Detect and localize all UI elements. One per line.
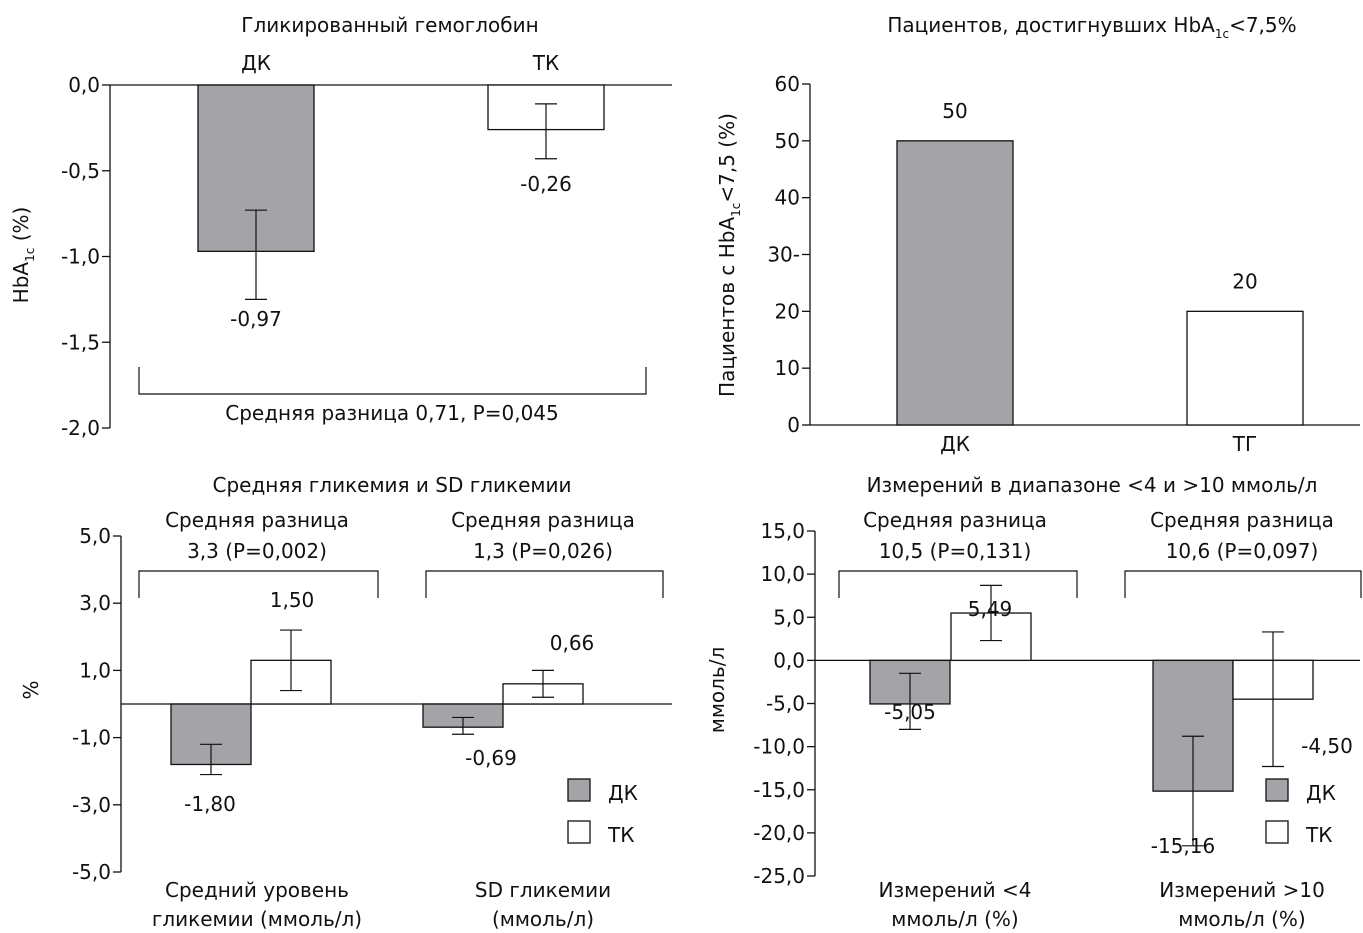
panel-c-legend-label: ДК bbox=[608, 781, 638, 805]
panel-c-y-tick-label: -3,0 bbox=[72, 793, 111, 817]
panel-b-y-tick-label: 0 bbox=[787, 413, 800, 437]
panel-a-y-label: HbA1c (%) bbox=[9, 207, 37, 304]
panel-c-diff-value: 3,3 (P=0,002) bbox=[187, 539, 327, 563]
panel-c-legend-label: ТК bbox=[607, 823, 634, 847]
panel-c-bracket bbox=[138, 570, 379, 598]
panel-a-y-tick-label: -1,0 bbox=[61, 245, 100, 269]
panel-b-y-tick-label: 40 bbox=[775, 186, 800, 210]
panel-a-y-tick-label: -2,0 bbox=[61, 416, 100, 440]
panel-c-group-label: Средний уровень bbox=[165, 878, 349, 902]
panel-a-category-label: ДК bbox=[241, 51, 271, 75]
panel-b-bar-tg bbox=[1186, 310, 1304, 426]
panel-c-group-label: гликемии (ммоль/л) bbox=[152, 907, 362, 931]
panel-c-y-tick-label: 3,0 bbox=[79, 591, 111, 615]
panel-b-category-label: ТГ bbox=[1232, 432, 1257, 456]
panel-b-y-tick-label: 30- bbox=[767, 243, 800, 267]
panel-d-group-label: ммоль/л (%) bbox=[891, 907, 1018, 931]
panel-c-diff-label: Средняя разница bbox=[451, 508, 635, 532]
panel-a-annotation: Средняя разница 0,71, P=0,045 bbox=[225, 401, 559, 425]
panel-a-title: Гликированный гемоглобин bbox=[241, 13, 538, 37]
panel-d-y-label: ммоль/л bbox=[705, 647, 729, 734]
panel-a-y-tick-label: -1,5 bbox=[61, 330, 100, 354]
panel-a-value-label: -0,26 bbox=[520, 172, 572, 196]
panel-d-value-label: 5,49 bbox=[968, 597, 1013, 621]
panel-d-y-tick-label: -5,0 bbox=[766, 692, 805, 716]
panel-c-y-label: % bbox=[19, 680, 43, 699]
panel-c-y-tick-label: -1,0 bbox=[72, 726, 111, 750]
panel-c-y-tick-label: 5,0 bbox=[79, 524, 111, 548]
panel-c-diff-value: 1,3 (P=0,026) bbox=[473, 539, 613, 563]
panel-d-y-tick-label: -25,0 bbox=[753, 864, 805, 888]
panel-d-y-tick-label: 0,0 bbox=[773, 648, 805, 672]
panel-b-y-label: Пациентов с HbA1c<7,5 (%) bbox=[715, 113, 743, 397]
panel-c-value-label: -1,80 bbox=[184, 792, 236, 816]
panel-d-legend-swatch-tk bbox=[1265, 820, 1289, 844]
panel-c-value-label: 0,66 bbox=[550, 631, 595, 655]
panel-d-group-label: ммоль/л (%) bbox=[1178, 907, 1305, 931]
panel-b-title: Пациентов, достигнувших HbA1c<7,5% bbox=[887, 13, 1296, 41]
panel-d-value-label: -5,05 bbox=[884, 700, 936, 724]
panel-b-y-tick-label: 60 bbox=[775, 72, 800, 96]
panel-d-legend-label: ТК bbox=[1305, 823, 1332, 847]
panel-c-group-label: SD гликемии bbox=[475, 878, 611, 902]
panel-c-value-label: -0,69 bbox=[465, 746, 517, 770]
panel-c-bracket bbox=[425, 570, 664, 598]
panel-d-title: Измерений в диапазоне <4 и >10 ммоль/л bbox=[867, 473, 1318, 497]
panel-c-group-label: (ммоль/л) bbox=[492, 907, 594, 931]
panel-d-diff-value: 10,6 (P=0,097) bbox=[1166, 539, 1319, 563]
panel-c-y-tick-label: 1,0 bbox=[79, 658, 111, 682]
panel-c-diff-label: Средняя разница bbox=[165, 508, 349, 532]
panel-d-y-tick-label: -15,0 bbox=[753, 778, 805, 802]
panel-b-y-tick-label: 10 bbox=[775, 356, 800, 380]
panel-d-value-label: -4,50 bbox=[1301, 734, 1353, 758]
panel-b-value-label: 50 bbox=[942, 99, 967, 123]
panel-d-y-tick-label: 5,0 bbox=[773, 605, 805, 629]
panel-b-y-tick-label: 20 bbox=[775, 299, 800, 323]
panel-b-category-label: ДК bbox=[940, 432, 970, 456]
panel-d-y-tick-label: 15,0 bbox=[760, 519, 805, 543]
panel-b-y-tick-label: 50 bbox=[775, 129, 800, 153]
panel-d-group-label: Измерений >10 bbox=[1159, 878, 1325, 902]
panel-a-category-label: ТК bbox=[532, 51, 559, 75]
panel-a-value-label: -0,97 bbox=[230, 307, 282, 331]
panel-d-value-label: -15,16 bbox=[1151, 834, 1215, 858]
panel-d-bracket bbox=[1124, 570, 1362, 598]
panel-b-value-label: 20 bbox=[1232, 269, 1257, 293]
panel-d-diff-label: Средняя разница bbox=[863, 508, 1047, 532]
panel-d-bracket bbox=[838, 570, 1078, 598]
panel-c-title: Средняя гликемия и SD гликемии bbox=[212, 473, 571, 497]
panel-c-value-label: 1,50 bbox=[270, 588, 315, 612]
panel-c-legend-swatch-dk bbox=[567, 778, 591, 802]
panel-d-group-label: Измерений <4 bbox=[879, 878, 1032, 902]
panel-d-y-tick-label: 10,0 bbox=[760, 562, 805, 586]
panel-c-legend-swatch-tk bbox=[567, 820, 591, 844]
panel-a-bracket bbox=[138, 367, 647, 395]
panel-b-bar-dk bbox=[896, 140, 1014, 426]
panel-d-diff-value: 10,5 (P=0,131) bbox=[879, 539, 1032, 563]
panel-d-legend-label: ДК bbox=[1306, 781, 1336, 805]
panel-d-y-tick-label: -10,0 bbox=[753, 735, 805, 759]
panel-a-y-tick-label: -0,5 bbox=[61, 159, 100, 183]
panel-d-diff-label: Средняя разница bbox=[1150, 508, 1334, 532]
panel-c-y-tick-label: -5,0 bbox=[72, 860, 111, 884]
panel-a-y-tick-label: 0,0 bbox=[68, 73, 100, 97]
panel-d-legend-swatch-dk bbox=[1265, 778, 1289, 802]
panel-d-y-tick-label: -20,0 bbox=[753, 821, 805, 845]
